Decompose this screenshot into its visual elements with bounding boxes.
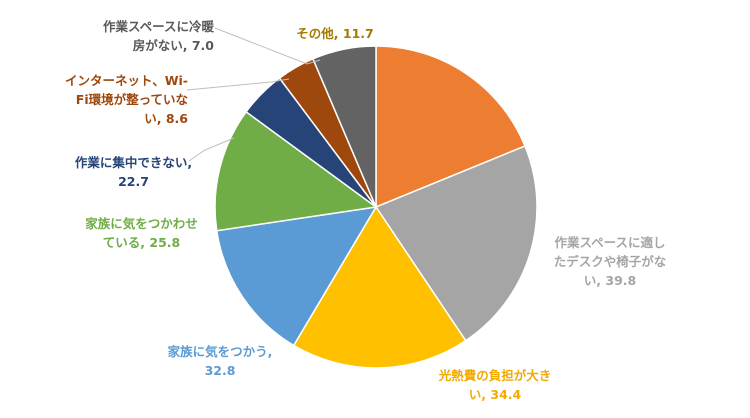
leader-line <box>186 78 290 91</box>
data-label-line: 家族に気をつかう, <box>167 344 273 359</box>
data-label-line: 光熱費の負担が大き <box>438 368 552 383</box>
leader-line <box>188 137 235 162</box>
data-label-line: 22.7 <box>118 174 149 189</box>
data-label-line: 32.8 <box>204 363 236 378</box>
data-label-line: たデスクや椅子がな <box>553 254 667 269</box>
data-label: その他, 11.7 <box>280 24 390 43</box>
data-label: インターネット、Wi- Fi環境が整っていない, 8.6 <box>60 71 188 128</box>
data-label-line: その他, 11.7 <box>296 26 374 41</box>
pie-slice <box>214 110 378 232</box>
data-label: 家族に気をつかわせ ている, 25.8 <box>74 214 209 252</box>
leader-line <box>214 27 321 65</box>
pie-slice <box>215 206 378 347</box>
data-label-line: い, 8.6 <box>144 111 188 126</box>
data-label-line: ている, 25.8 <box>102 235 181 250</box>
data-label: 家族に気をつかう, 32.8 <box>150 342 290 380</box>
data-label-line: 房がない, 7.0 <box>132 38 214 53</box>
data-label-line: 作業に集中できない, <box>74 155 193 170</box>
data-label-line: い, 34.4 <box>468 387 522 402</box>
data-label-line: 家族に気をつかわせ <box>85 216 198 231</box>
data-label-line: 作業スペースに適し <box>554 235 666 250</box>
data-label-line: い, 39.8 <box>583 273 637 288</box>
data-label-line: Fi環境が整っていな <box>75 92 188 107</box>
pie-slice <box>374 145 538 342</box>
pie-slice <box>311 45 377 208</box>
data-label: 作業スペースに冷暖房がない, 7.0 <box>74 17 214 55</box>
data-label: 作業スペースに適し たデスクや椅子がな い, 39.8 <box>535 233 685 290</box>
data-label: 作業に集中できない, 22.7 <box>66 153 201 191</box>
data-label: 光熱費の負担が大き い, 34.4 <box>420 366 570 404</box>
data-label-line: 作業スペースに冷暖 <box>102 19 214 34</box>
data-label-line: インターネット、Wi- <box>64 73 188 88</box>
pie-slice <box>375 45 526 209</box>
pie-slice <box>292 205 467 369</box>
